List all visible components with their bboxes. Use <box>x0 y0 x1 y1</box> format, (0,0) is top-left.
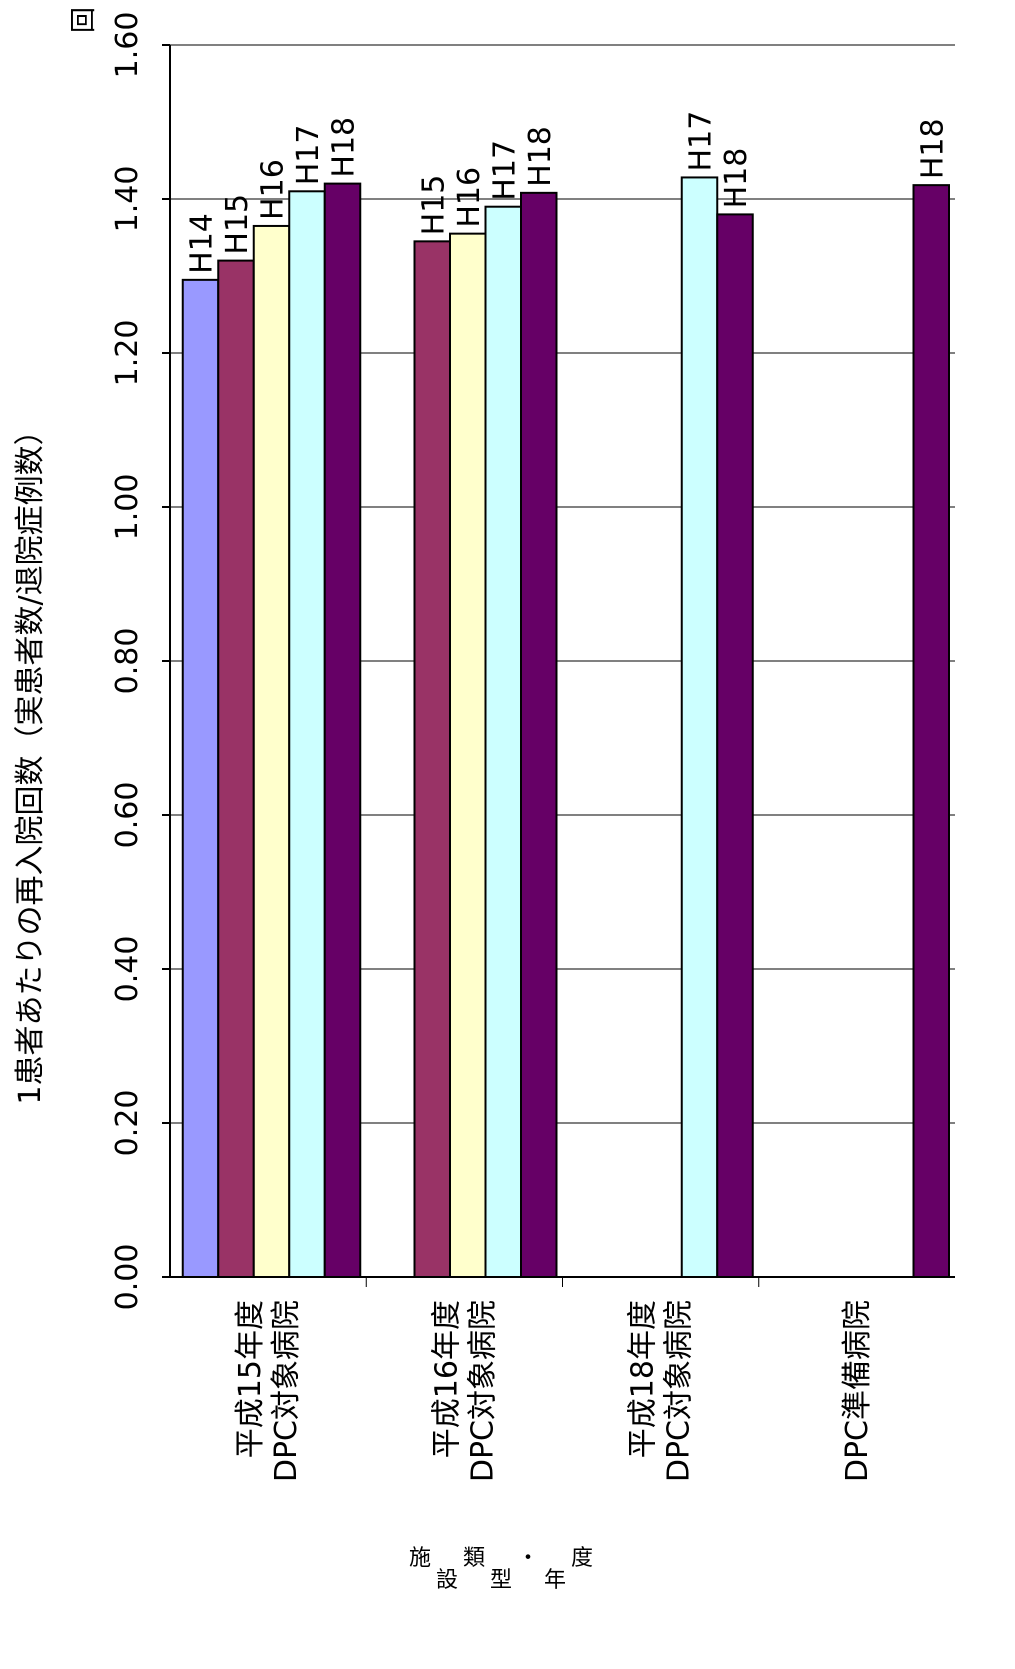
bar-h16 <box>449 232 487 1278</box>
category-label: DPC対象病院 <box>662 1300 697 1482</box>
tick-label: 0.20 <box>110 1090 145 1157</box>
tick-label: 0.80 <box>110 628 145 695</box>
axis-title-char: 型 <box>490 1568 512 1593</box>
category-label: 平成15年度 <box>233 1300 268 1458</box>
category-label: 平成16年度 <box>429 1300 464 1458</box>
tick-label: 1.20 <box>110 320 145 387</box>
bar-h17 <box>288 190 326 1278</box>
axis-title-char: 類 <box>463 1546 485 1571</box>
bars <box>181 176 950 1279</box>
value-axis-title: 1患者あたりの再入院回数（実患者数/退院症例数） <box>13 415 48 1104</box>
bar-label: H17 <box>487 140 522 201</box>
bar-h18 <box>716 213 754 1278</box>
bar-h15 <box>217 259 255 1279</box>
bar-label: H14 <box>185 213 220 274</box>
bar-label: H18 <box>719 148 754 209</box>
bar-label: H16 <box>452 167 487 228</box>
bar-label: H15 <box>416 175 451 236</box>
bar-h18 <box>912 184 950 1278</box>
value-axis-ticks: 0.00 0.20 0.40 0.60 0.80 1.00 1.20 1.40 1.60 <box>110 12 170 1311</box>
tick-label: 0.60 <box>110 782 145 849</box>
tick-label: 1.40 <box>110 166 145 233</box>
bar-label: H18 <box>915 118 950 179</box>
bar-h16 <box>252 224 291 1279</box>
axis-title-char: 年 <box>544 1568 566 1593</box>
bar-label: H18 <box>523 126 558 187</box>
axis-title-char: ・ <box>517 1546 539 1571</box>
bar-label: H15 <box>220 194 255 255</box>
category-label: DPC対象病院 <box>465 1300 500 1482</box>
tick-label: 1.60 <box>110 12 145 79</box>
bar-label: H17 <box>291 125 326 186</box>
bar-label: H18 <box>327 117 362 178</box>
tick-label: 0.40 <box>110 936 145 1003</box>
category-label: DPC対象病院 <box>269 1300 304 1482</box>
axis-title-char: 施 <box>409 1546 431 1571</box>
bar-label: H16 <box>256 159 291 220</box>
bar-h18 <box>323 182 362 1279</box>
bar-label: H17 <box>684 111 719 172</box>
axis-title-char: 度 <box>571 1546 593 1571</box>
bar-h14 <box>181 278 220 1279</box>
bar-h17 <box>484 205 522 1279</box>
category-label: DPC準備病院 <box>840 1300 875 1482</box>
unit-label: 回 <box>69 7 99 33</box>
bar-h17 <box>680 176 719 1279</box>
tick-label: 0.00 <box>110 1244 145 1311</box>
category-labels: 平成15年度 DPC対象病院 平成16年度 DPC対象病院 平成18年度 DPC対象病院 D… <box>233 1277 875 1482</box>
bar-h15 <box>413 240 451 1279</box>
tick-label: 1.00 <box>110 474 145 541</box>
category-label: 平成18年度 <box>626 1300 661 1458</box>
axis-title-char: 設 <box>436 1568 458 1593</box>
bar-h18 <box>520 191 558 1279</box>
